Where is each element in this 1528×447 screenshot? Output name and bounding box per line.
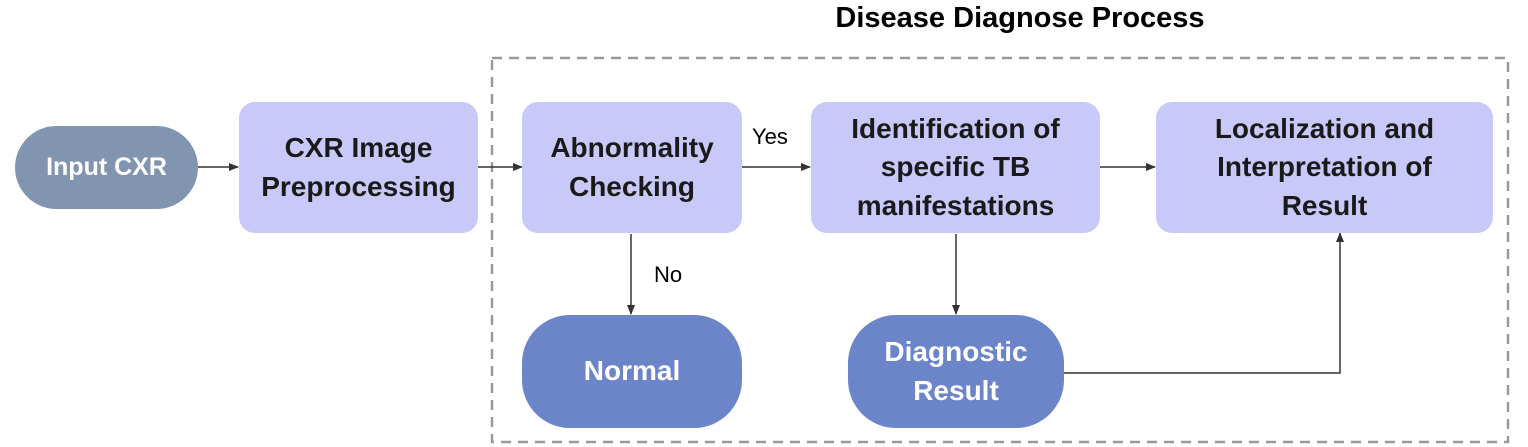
arrow-diagnostic-result-to-localization xyxy=(1064,232,1344,374)
node-localization-interpretation: Localization and Interpretation of Resul… xyxy=(1156,102,1493,233)
node-normal-label: Normal xyxy=(583,355,681,387)
node-cxr-image-preprocessing-label: CXR Image Preprocessing xyxy=(261,131,456,202)
node-abnormality-checking: Abnormality Checking xyxy=(522,102,742,233)
node-input-cxr-label: Input CXR xyxy=(46,153,167,182)
node-identification-tb-manifestations-label: Identification of specific TB manifestat… xyxy=(851,112,1060,221)
node-diagnostic-result-label: Diagnostic Result xyxy=(884,335,1028,406)
node-cxr-image-preprocessing: CXR Image Preprocessing xyxy=(239,102,478,233)
edge-label-yes: Yes xyxy=(752,124,788,149)
node-abnormality-checking-label: Abnormality Checking xyxy=(550,131,714,202)
diagram-title: Disease Diagnose Process xyxy=(835,2,1205,34)
edge-label-no: No xyxy=(654,262,683,287)
node-identification-tb-manifestations: Identification of specific TB manifestat… xyxy=(811,102,1100,233)
node-diagnostic-result: Diagnostic Result xyxy=(848,315,1064,428)
node-input-cxr: Input CXR xyxy=(15,126,198,209)
disease-diagnose-group-border xyxy=(490,56,1510,444)
node-normal: Normal xyxy=(522,315,742,428)
node-localization-interpretation-label: Localization and Interpretation of Resul… xyxy=(1214,112,1435,221)
